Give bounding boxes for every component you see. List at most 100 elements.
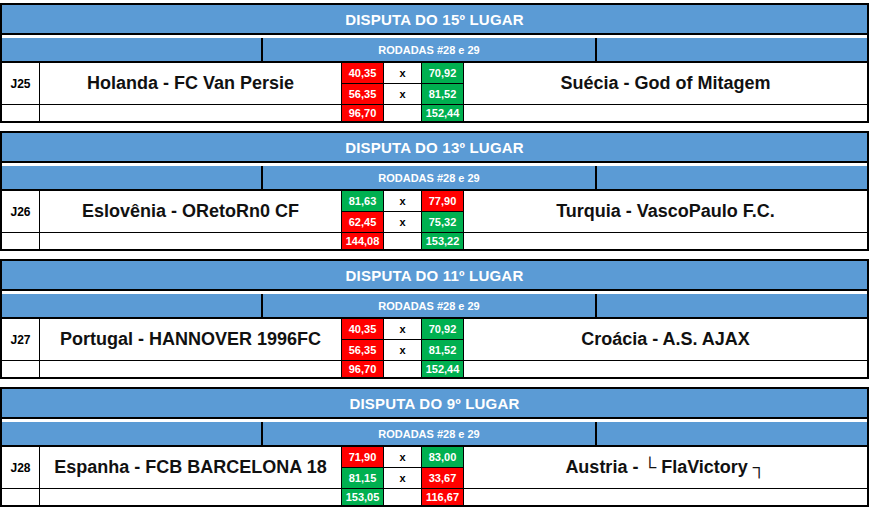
away-total-cell: 152,44	[422, 361, 464, 377]
away-score-cell: 81,52	[422, 84, 464, 104]
empty-cell	[464, 233, 867, 249]
away-score-cell: 70,92	[422, 63, 464, 83]
rounds-label: RODADAS #28 e 29	[263, 166, 597, 189]
home-team-name: Portugal - HANNOVER 1996FC	[40, 319, 342, 360]
empty-cell	[40, 233, 342, 249]
empty-x-cell	[384, 489, 422, 505]
away-score-cell: 81,52	[422, 340, 464, 360]
match-code: J25	[2, 63, 40, 104]
rounds-header-right-cell	[597, 294, 867, 317]
vs-x-label: x	[384, 84, 422, 104]
away-total-cell: 116,67	[422, 489, 464, 505]
vs-x-label: x	[384, 319, 422, 339]
empty-x-cell	[384, 361, 422, 377]
vs-x-label: x	[384, 340, 422, 360]
round-1-scores: 40,35 x 70,92	[342, 63, 464, 83]
home-total-cell: 153,05	[342, 489, 384, 505]
empty-cell	[2, 489, 40, 505]
totals-row: 96,70 152,44	[2, 105, 867, 121]
match-row: J26 Eslovênia - ORetoRn0 CF 81,63 x 77,9…	[2, 191, 867, 233]
bracket-block-13th-place: DISPUTA DO 13º LUGAR RODADAS #28 e 29 J2…	[0, 131, 869, 251]
empty-cell	[464, 489, 867, 505]
empty-x-cell	[384, 105, 422, 121]
away-score-cell: 83,00	[422, 447, 464, 467]
score-grid: 81,63 x 77,90 62,45 x 75,32	[342, 191, 464, 232]
empty-cell	[2, 361, 40, 377]
block-title: DISPUTA DO 15º LUGAR	[2, 5, 867, 35]
empty-cell	[40, 361, 342, 377]
home-total-cell: 96,70	[342, 361, 384, 377]
round-2-scores: 81,15 x 33,67	[342, 467, 464, 488]
bracket-block-9th-place: DISPUTA DO 9º LUGAR RODADAS #28 e 29 J28…	[0, 387, 869, 507]
away-score-cell: 70,92	[422, 319, 464, 339]
home-team-name: Espanha - FCB BARCELONA 18	[40, 447, 342, 488]
away-team-name: Austria - └ FlaVictory ┐	[464, 447, 867, 488]
rounds-header-row: RODADAS #28 e 29	[2, 294, 867, 319]
home-score-cell: 40,35	[342, 63, 384, 83]
vs-x-label: x	[384, 191, 422, 211]
rounds-header-row: RODADAS #28 e 29	[2, 38, 867, 63]
home-score-cell: 40,35	[342, 319, 384, 339]
home-score-cell: 62,45	[342, 212, 384, 232]
match-row: J25 Holanda - FC Van Persie 40,35 x 70,9…	[2, 63, 867, 105]
rounds-header-left-cell	[2, 166, 263, 189]
away-total-cell: 152,44	[422, 105, 464, 121]
match-code: J28	[2, 447, 40, 488]
match-code: J27	[2, 319, 40, 360]
score-grid: 40,35 x 70,92 56,35 x 81,52	[342, 63, 464, 104]
vs-x-label: x	[384, 447, 422, 467]
empty-cell	[464, 105, 867, 121]
block-title: DISPUTA DO 13º LUGAR	[2, 133, 867, 163]
rounds-header-row: RODADAS #28 e 29	[2, 166, 867, 191]
away-score-cell: 75,32	[422, 212, 464, 232]
match-row: J28 Espanha - FCB BARCELONA 18 71,90 x 8…	[2, 447, 867, 489]
away-team-name: Suécia - God of Mitagem	[464, 63, 867, 104]
round-1-scores: 81,63 x 77,90	[342, 191, 464, 211]
round-2-scores: 62,45 x 75,32	[342, 211, 464, 232]
score-grid: 71,90 x 83,00 81,15 x 33,67	[342, 447, 464, 488]
rounds-header-right-cell	[597, 38, 867, 61]
block-title: DISPUTA DO 9º LUGAR	[2, 389, 867, 419]
away-total-cell: 153,22	[422, 233, 464, 249]
vs-x-label: x	[384, 212, 422, 232]
empty-cell	[2, 105, 40, 121]
round-2-scores: 56,35 x 81,52	[342, 339, 464, 360]
home-score-cell: 56,35	[342, 84, 384, 104]
home-score-cell: 56,35	[342, 340, 384, 360]
rounds-label: RODADAS #28 e 29	[263, 38, 597, 61]
rounds-label: RODADAS #28 e 29	[263, 422, 597, 445]
rounds-header-row: RODADAS #28 e 29	[2, 422, 867, 447]
totals-row: 144,08 153,22	[2, 233, 867, 249]
vs-x-label: x	[384, 63, 422, 83]
totals-row: 153,05 116,67	[2, 489, 867, 505]
home-team-name: Holanda - FC Van Persie	[40, 63, 342, 104]
rounds-header-right-cell	[597, 166, 867, 189]
empty-x-cell	[384, 233, 422, 249]
home-score-cell: 71,90	[342, 447, 384, 467]
empty-cell	[2, 233, 40, 249]
rounds-header-right-cell	[597, 422, 867, 445]
bracket-block-11th-place: DISPUTA DO 11º LUGAR RODADAS #28 e 29 J2…	[0, 259, 869, 379]
rounds-header-left-cell	[2, 38, 263, 61]
match-code: J26	[2, 191, 40, 232]
round-2-scores: 56,35 x 81,52	[342, 83, 464, 104]
rounds-label: RODADAS #28 e 29	[263, 294, 597, 317]
round-1-scores: 71,90 x 83,00	[342, 447, 464, 467]
away-score-cell: 77,90	[422, 191, 464, 211]
match-row: J27 Portugal - HANNOVER 1996FC 40,35 x 7…	[2, 319, 867, 361]
empty-cell	[40, 489, 342, 505]
home-total-cell: 96,70	[342, 105, 384, 121]
home-team-name: Eslovênia - ORetoRn0 CF	[40, 191, 342, 232]
placement-brackets-page: DISPUTA DO 15º LUGAR RODADAS #28 e 29 J2…	[0, 0, 869, 507]
away-team-name: Croácia - A.S. AJAX	[464, 319, 867, 360]
rounds-header-left-cell	[2, 294, 263, 317]
home-score-cell: 81,63	[342, 191, 384, 211]
rounds-header-left-cell	[2, 422, 263, 445]
block-title: DISPUTA DO 11º LUGAR	[2, 261, 867, 291]
home-score-cell: 81,15	[342, 468, 384, 488]
empty-cell	[40, 105, 342, 121]
score-grid: 40,35 x 70,92 56,35 x 81,52	[342, 319, 464, 360]
empty-cell	[464, 361, 867, 377]
home-total-cell: 144,08	[342, 233, 384, 249]
vs-x-label: x	[384, 468, 422, 488]
